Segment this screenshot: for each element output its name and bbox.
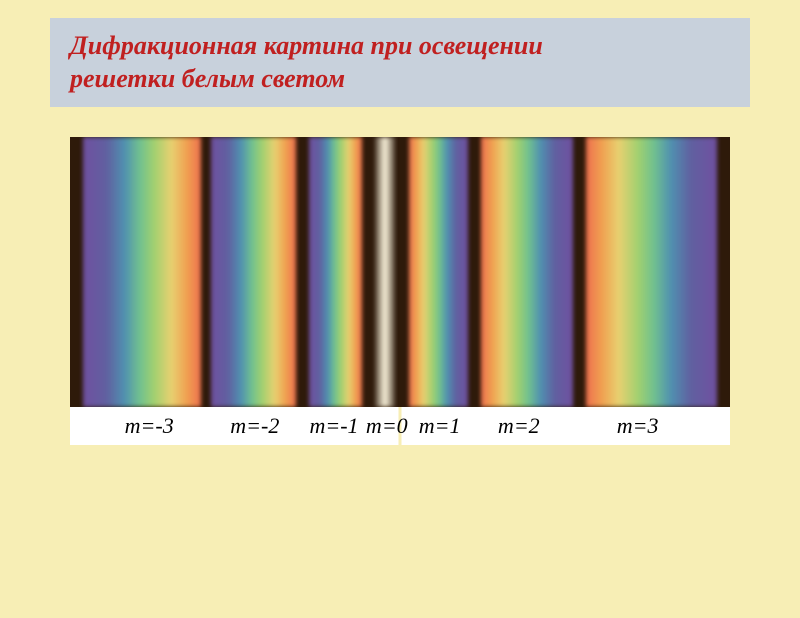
spectrum-band-m1 xyxy=(409,137,468,407)
order-label: m=-2 xyxy=(230,413,279,439)
order-labels-row: m=-3 m=-2 m=-1 m=0 m=1 m=2 m=3 xyxy=(70,407,730,445)
spectrum-right-half xyxy=(402,137,730,407)
order-label: m=1 xyxy=(419,413,461,439)
order-label: m=-3 xyxy=(125,413,174,439)
order-label: m=2 xyxy=(498,413,540,439)
diffraction-diagram: m=-3 m=-2 m=-1 m=0 m=1 m=2 m=3 xyxy=(70,137,730,445)
spectrum-left-half xyxy=(70,137,398,407)
order-label: m=0 xyxy=(366,413,408,439)
order-label: m=3 xyxy=(617,413,659,439)
title-bar: Дифракционная картина при освещении реше… xyxy=(50,18,750,107)
page-title: Дифракционная картина при освещении реше… xyxy=(70,30,730,95)
spectrum-band-m-2 xyxy=(211,137,296,407)
spectrum-band-m3 xyxy=(586,137,717,407)
spectrum-area xyxy=(70,137,730,407)
spectrum-band-m2 xyxy=(481,137,573,407)
spectrum-band-m0 xyxy=(375,137,395,407)
spectrum-band-m-3 xyxy=(83,137,201,407)
spectrum-band-m-1 xyxy=(309,137,361,407)
order-label: m=-1 xyxy=(309,413,358,439)
